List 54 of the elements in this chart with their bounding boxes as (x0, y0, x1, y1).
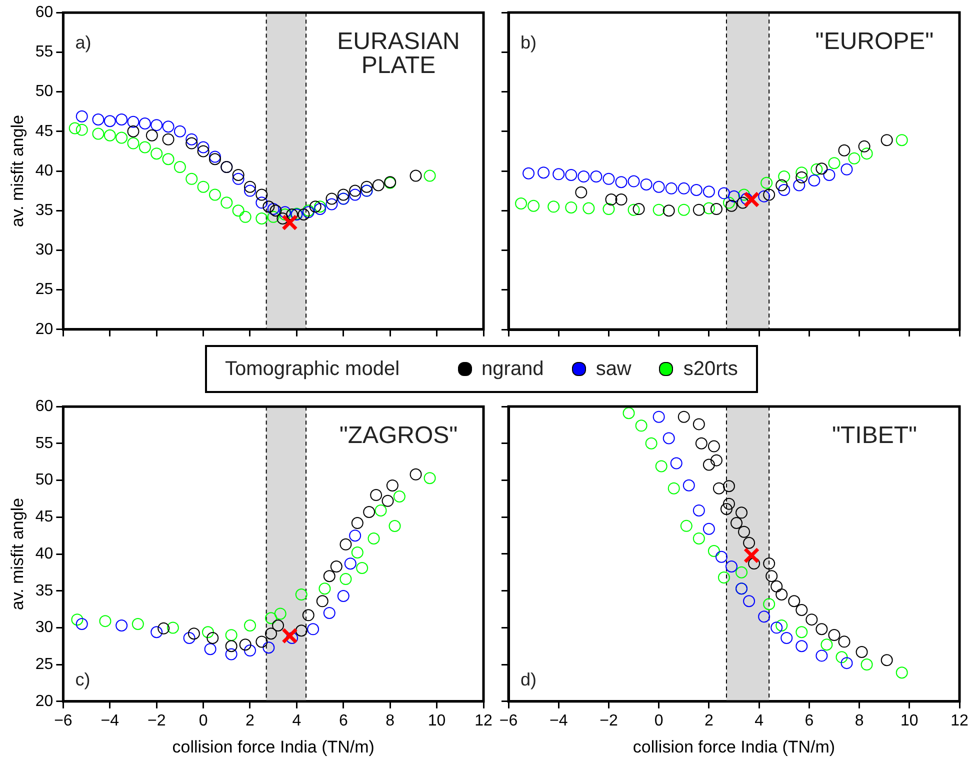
annotation: "TIBET" (832, 422, 918, 450)
annotation: d) (520, 669, 537, 690)
x-tick-label: −2 (600, 712, 618, 730)
y-tick-label: 40 (35, 162, 54, 180)
y-tick-label: 20 (35, 320, 54, 338)
x-tick-label: −2 (147, 712, 166, 730)
x-tick-label: 12 (950, 712, 968, 730)
x-axis-title: collision force India (TN/m) (632, 737, 836, 756)
x-tick-label: 2 (246, 712, 255, 730)
y-tick-label: 30 (35, 242, 54, 259)
annotation: "ZAGROS" (339, 422, 458, 450)
legend-title: Tomographic model (225, 358, 400, 380)
x-tick-label: 4 (292, 712, 302, 730)
y-tick-label: 35 (35, 582, 54, 600)
x-tick-label: −4 (549, 712, 568, 730)
x-tick-label: 12 (474, 712, 492, 730)
x-tick-label: 10 (900, 712, 918, 730)
x-tick-label: −6 (54, 712, 72, 730)
annotation: "EUROPE" (815, 28, 934, 56)
x-tick-label: 0 (654, 712, 664, 730)
annotation: EURASIAN PLATE (337, 28, 460, 80)
y-tick-label: 45 (35, 122, 54, 140)
x-axis-title: collision force India (TN/m) (172, 737, 374, 756)
y-tick-label: 55 (35, 44, 54, 61)
y-tick-label: 50 (35, 83, 54, 100)
x-tick-label: 10 (428, 712, 446, 730)
x-tick-label: 0 (198, 712, 208, 730)
x-tick-label: 2 (704, 712, 714, 730)
y-tick-label: 45 (35, 508, 54, 526)
y-tick-label: 60 (35, 4, 54, 22)
y-tick-label: 30 (35, 619, 54, 636)
annotation: a) (75, 32, 92, 53)
x-tick-label: −4 (100, 712, 120, 730)
y-axis-title: av. misfit angle (8, 498, 27, 610)
annotation: b) (520, 32, 537, 52)
y-tick-label: 50 (35, 472, 54, 489)
y-tick-label: 40 (35, 545, 54, 562)
x-tick-label: −6 (499, 712, 518, 730)
legend-label: saw (596, 358, 632, 380)
annotation: c) (75, 669, 90, 690)
y-tick-label: 25 (35, 656, 54, 673)
y-tick-label: 60 (35, 398, 54, 416)
y-tick-label: 20 (35, 692, 54, 710)
y-tick-label: 55 (35, 434, 54, 452)
x-tick-label: 6 (338, 712, 348, 730)
legend-label: s20rts (683, 358, 738, 380)
y-tick-label: 25 (35, 281, 54, 298)
x-tick-label: 6 (804, 712, 814, 730)
y-axis-title: av. misfit angle (8, 114, 27, 228)
x-tick-label: 8 (386, 712, 395, 730)
y-tick-label: 35 (35, 202, 54, 220)
legend-label: ngrand (482, 358, 544, 380)
x-tick-label: 8 (854, 712, 864, 730)
x-tick-label: 4 (754, 712, 764, 730)
